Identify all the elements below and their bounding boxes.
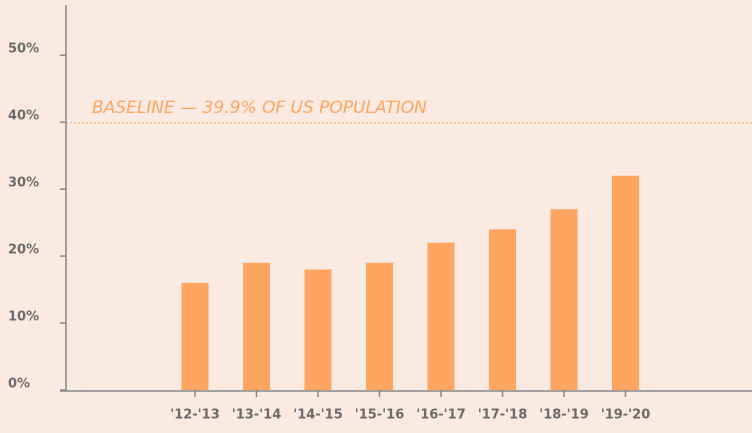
x-tick-label: '18-'19 xyxy=(539,408,589,423)
x-tick-label: '17-'18 xyxy=(478,408,528,423)
x-tick-label: '12-'13 xyxy=(170,408,220,423)
x-tick-label: '15-'16 xyxy=(355,408,405,423)
x-tick-label: '19-'20 xyxy=(601,408,651,423)
bar xyxy=(550,209,578,390)
bar xyxy=(427,242,455,390)
baseline-label: BASELINE — 39.9% OF US POPULATION xyxy=(92,98,427,118)
y-tick-label: 0% xyxy=(8,377,30,392)
x-tick-label: '13-'14 xyxy=(232,408,282,423)
bar xyxy=(304,269,332,390)
y-tick-label: 20% xyxy=(8,243,39,258)
bar xyxy=(489,229,516,390)
y-tick-label: 10% xyxy=(8,310,39,325)
x-tick-label: '16-'17 xyxy=(416,408,466,423)
y-tick-label: 50% xyxy=(8,42,39,57)
bar xyxy=(612,175,639,390)
x-tick-label: '14-'15 xyxy=(293,408,343,423)
bar xyxy=(243,262,270,390)
y-tick-label: 40% xyxy=(8,109,39,124)
y-tick-label: 30% xyxy=(8,176,39,191)
bar xyxy=(181,282,209,390)
bar xyxy=(366,262,393,390)
